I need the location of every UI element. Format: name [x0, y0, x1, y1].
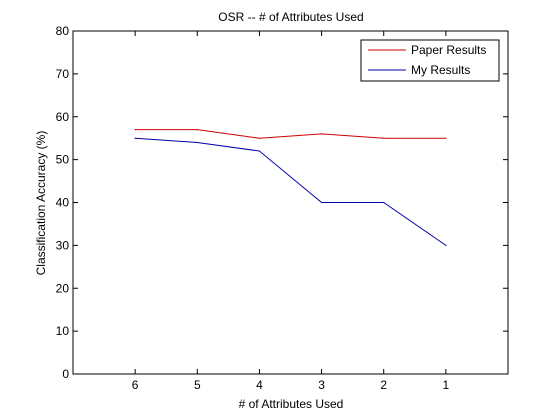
chart-title: OSR -- # of Attributes Used — [218, 10, 363, 24]
y-tick-label: 40 — [56, 196, 70, 210]
x-tick-label: 2 — [380, 378, 387, 392]
data-point — [258, 150, 261, 152]
legend-box — [360, 39, 500, 82]
data-point — [320, 201, 323, 204]
y-tick-label: 0 — [62, 367, 69, 381]
data-point — [445, 244, 447, 246]
data-point — [258, 137, 261, 139]
x-tick-label: 4 — [256, 378, 263, 392]
axes-box — [72, 30, 509, 375]
data-point — [383, 201, 385, 204]
data-point — [445, 137, 447, 139]
x-tick-label: 3 — [318, 378, 325, 392]
legend: Paper Results My Results — [360, 39, 500, 82]
x-axis-title: # of Attributes Used — [239, 397, 344, 411]
data-point — [134, 137, 136, 139]
y-tick-label: 60 — [56, 110, 70, 124]
y-tick-label: 50 — [56, 153, 70, 167]
series-line-2 — [135, 137, 447, 246]
data-point — [383, 137, 385, 139]
series-line-1 — [135, 129, 446, 139]
y-axis-title: Classification Accuracy (%) — [34, 131, 48, 276]
y-tick-label: 20 — [56, 281, 70, 295]
data-point — [320, 133, 323, 135]
plot-area: 0 10 20 30 40 50 60 70 80 6 5 4 3 2 1 — [56, 24, 509, 392]
x-tick-label: 5 — [194, 378, 201, 392]
data-point — [196, 129, 198, 131]
y-tick-label: 30 — [56, 238, 70, 252]
y-tick-label: 70 — [56, 67, 70, 81]
y-tick-label: 10 — [56, 324, 70, 338]
legend-label: My Results — [411, 63, 470, 77]
data-point — [134, 129, 136, 131]
y-tick-label: 80 — [56, 24, 70, 38]
x-tick-label: 1 — [443, 378, 450, 392]
data-point — [196, 141, 198, 144]
x-tick-label: 6 — [132, 378, 139, 392]
legend-label: Paper Results — [411, 43, 486, 57]
